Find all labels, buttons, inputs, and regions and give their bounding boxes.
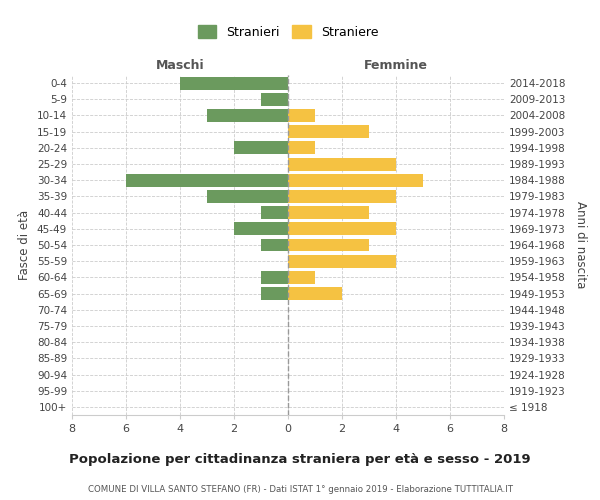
Bar	[288, 271, 315, 284]
Bar	[288, 222, 396, 235]
Bar	[261, 238, 288, 252]
Bar	[261, 206, 288, 219]
Bar	[288, 142, 315, 154]
Bar	[234, 222, 288, 235]
Text: Popolazione per cittadinanza straniera per età e sesso - 2019: Popolazione per cittadinanza straniera p…	[69, 452, 531, 466]
Bar	[261, 287, 288, 300]
Text: Femmine: Femmine	[364, 59, 428, 72]
Y-axis label: Anni di nascita: Anni di nascita	[574, 202, 587, 288]
Bar	[288, 206, 369, 219]
Bar	[261, 271, 288, 284]
Bar	[180, 76, 288, 90]
Bar	[288, 190, 396, 203]
Bar	[207, 109, 288, 122]
Bar	[288, 158, 396, 170]
Bar	[288, 254, 396, 268]
Bar	[234, 142, 288, 154]
Bar	[288, 287, 342, 300]
Text: COMUNE DI VILLA SANTO STEFANO (FR) - Dati ISTAT 1° gennaio 2019 - Elaborazione T: COMUNE DI VILLA SANTO STEFANO (FR) - Dat…	[88, 485, 512, 494]
Y-axis label: Fasce di età: Fasce di età	[19, 210, 31, 280]
Bar	[261, 93, 288, 106]
Bar	[126, 174, 288, 186]
Bar	[288, 174, 423, 186]
Text: Maschi: Maschi	[155, 59, 205, 72]
Bar	[288, 238, 369, 252]
Bar	[288, 109, 315, 122]
Bar	[207, 190, 288, 203]
Bar	[288, 125, 369, 138]
Legend: Stranieri, Straniere: Stranieri, Straniere	[193, 20, 383, 44]
